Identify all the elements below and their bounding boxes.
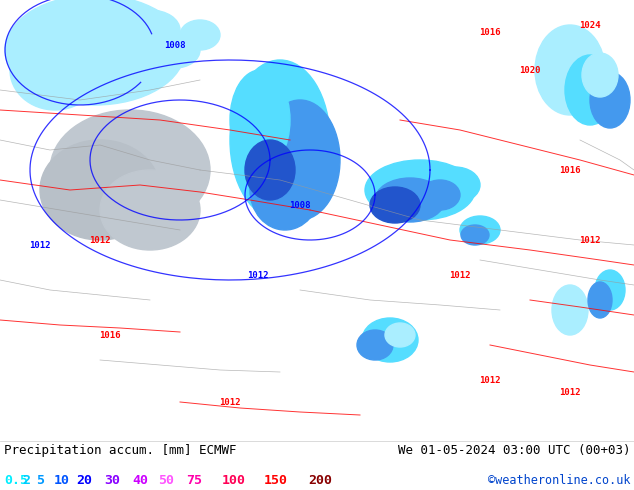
Ellipse shape <box>565 55 615 125</box>
Ellipse shape <box>535 25 605 115</box>
Ellipse shape <box>245 140 295 200</box>
Text: 1012: 1012 <box>89 236 111 245</box>
Ellipse shape <box>110 50 150 80</box>
Text: 20: 20 <box>76 473 92 487</box>
Text: 10: 10 <box>54 473 70 487</box>
Text: 1012: 1012 <box>479 375 501 385</box>
Text: 5: 5 <box>36 473 44 487</box>
Text: 0.5: 0.5 <box>4 473 28 487</box>
Ellipse shape <box>590 72 630 128</box>
Ellipse shape <box>5 0 185 105</box>
Text: 1012: 1012 <box>450 270 471 279</box>
Ellipse shape <box>588 282 612 318</box>
Text: Precipitation accum. [mm] ECMWF: Precipitation accum. [mm] ECMWF <box>4 443 236 457</box>
Ellipse shape <box>430 167 480 203</box>
Text: 200: 200 <box>308 473 332 487</box>
Text: 1012: 1012 <box>559 388 581 396</box>
Ellipse shape <box>385 323 415 347</box>
Ellipse shape <box>362 318 418 362</box>
Ellipse shape <box>10 30 100 110</box>
Ellipse shape <box>230 60 330 220</box>
Text: 1016: 1016 <box>479 27 501 36</box>
Text: 1012: 1012 <box>247 270 269 279</box>
Ellipse shape <box>420 180 460 210</box>
Text: 75: 75 <box>186 473 202 487</box>
Ellipse shape <box>260 100 340 220</box>
Text: 100: 100 <box>222 473 246 487</box>
Text: 1008: 1008 <box>164 41 186 49</box>
Text: 1016: 1016 <box>100 330 120 340</box>
Ellipse shape <box>120 10 180 50</box>
Ellipse shape <box>461 225 489 245</box>
Ellipse shape <box>50 110 210 230</box>
Text: 1008: 1008 <box>289 200 311 210</box>
Text: 1012: 1012 <box>219 397 241 407</box>
Ellipse shape <box>582 53 618 97</box>
Text: 30: 30 <box>104 473 120 487</box>
Ellipse shape <box>595 270 625 310</box>
Ellipse shape <box>230 70 290 170</box>
Text: 2: 2 <box>22 473 30 487</box>
Text: 40: 40 <box>132 473 148 487</box>
Text: 1024: 1024 <box>579 21 601 29</box>
Ellipse shape <box>150 32 200 68</box>
Ellipse shape <box>357 330 393 360</box>
Ellipse shape <box>180 20 220 50</box>
Ellipse shape <box>552 285 588 335</box>
Ellipse shape <box>460 216 500 244</box>
Text: 50: 50 <box>158 473 174 487</box>
Text: 150: 150 <box>264 473 288 487</box>
Text: We 01-05-2024 03:00 UTC (00+03): We 01-05-2024 03:00 UTC (00+03) <box>398 443 630 457</box>
Ellipse shape <box>100 170 200 250</box>
Text: 1012: 1012 <box>29 241 51 249</box>
Ellipse shape <box>370 187 420 223</box>
Ellipse shape <box>250 150 320 230</box>
Text: ©weatheronline.co.uk: ©weatheronline.co.uk <box>488 473 630 487</box>
Text: 1012: 1012 <box>579 236 601 245</box>
Text: 1020: 1020 <box>519 66 541 74</box>
Ellipse shape <box>40 140 160 240</box>
Ellipse shape <box>375 178 445 222</box>
Ellipse shape <box>365 160 475 220</box>
Text: 1016: 1016 <box>559 166 581 174</box>
